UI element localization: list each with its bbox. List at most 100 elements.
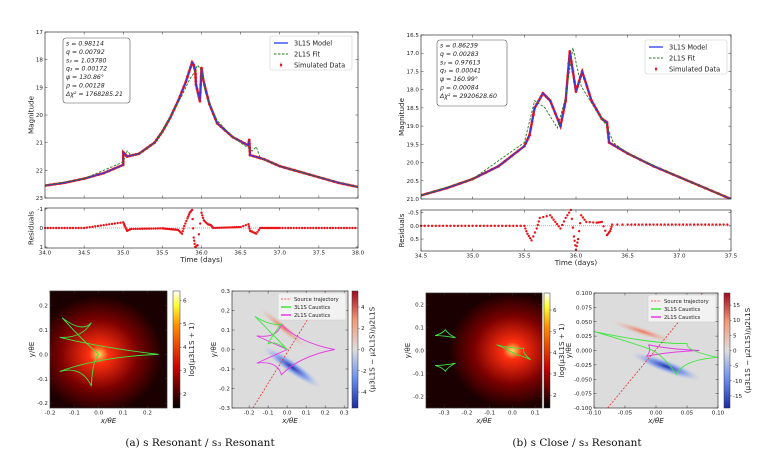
a_lightcurve-ytick-label: 17 xyxy=(36,30,44,36)
b_residuals-point xyxy=(637,223,640,226)
b_residuals-point xyxy=(644,223,648,226)
b_residuals-point xyxy=(438,224,441,228)
a_residuals-point xyxy=(201,214,204,217)
a_diff_map-ytick-label: -0.2 xyxy=(219,387,230,393)
b_residuals-point xyxy=(652,223,655,226)
a_residuals-point xyxy=(196,243,199,247)
b_mag_map-ytick-label: -0.1 xyxy=(413,372,424,378)
a_residuals-xlabel: Time (days) xyxy=(179,255,223,264)
b_residuals-point xyxy=(648,223,652,226)
b_residuals-point xyxy=(441,224,445,228)
a_diff_map-xtick-label: -0.2 xyxy=(244,411,255,417)
a_residuals-point xyxy=(154,227,157,230)
a_residuals-point xyxy=(278,226,281,230)
b_residuals-point xyxy=(633,223,637,226)
a_residuals-point xyxy=(138,227,142,230)
a_diff_map-colorbar-label: (μ3L1S − μ2L1S)/μ2L1S xyxy=(368,306,377,392)
a_mag_map-colorbar-tick-label: 6 xyxy=(183,298,187,304)
a_residuals-point xyxy=(235,225,238,229)
b_residuals-point xyxy=(583,218,586,221)
a_mag_map-ytick-label: 0.2 xyxy=(39,304,48,310)
a_residuals-point xyxy=(334,226,337,230)
a_residuals-point xyxy=(63,226,66,230)
a_lightcurve-xtick-label: 35.5 xyxy=(156,251,169,257)
b_lightcurve-param: s₃ = 0.97613 xyxy=(440,59,480,66)
a_residuals-point xyxy=(181,229,184,233)
b_residuals-point xyxy=(609,227,612,231)
a_diff_map-source-trajectory xyxy=(252,291,326,408)
a_residuals-point xyxy=(190,208,194,212)
a_residuals-point xyxy=(71,226,75,230)
a_residuals-point xyxy=(183,224,186,228)
a_residuals-point xyxy=(342,226,346,230)
a_residuals-point xyxy=(52,226,55,230)
a_residuals-point xyxy=(186,217,189,220)
a_residuals-point xyxy=(289,226,293,230)
a_diff_map-colorbar-tick-label: -4 xyxy=(361,390,367,396)
a_residuals-point xyxy=(326,226,329,230)
a_residuals-point xyxy=(292,226,295,230)
a_mag_map-colorbar-tick-label: 4 xyxy=(183,345,187,351)
a_residuals-point xyxy=(119,221,122,224)
b_diff_map-ytick-label: 0.050 xyxy=(576,320,592,326)
b_diff_map-colorbar-tick-label: -10 xyxy=(733,379,743,385)
a_residuals-ylabel: Residuals xyxy=(26,211,35,245)
b_residuals-point xyxy=(576,237,580,241)
b_diff_map-xtick-label: -0.10 xyxy=(587,411,602,417)
a_residuals-point xyxy=(116,221,119,225)
b_residuals-point xyxy=(703,223,707,226)
b_residuals-point xyxy=(475,224,478,228)
b_residuals-point xyxy=(453,224,456,228)
b_mag_map-xtick-label: 0.1 xyxy=(531,411,540,417)
b_residuals-point xyxy=(559,227,562,230)
b_lightcurve-xtick-label: 35.5 xyxy=(518,254,531,260)
b_residuals-point xyxy=(523,224,526,228)
a_lightcurve-xtick-label: 37.5 xyxy=(313,251,326,257)
a_lightcurve-xtick-label: 34.5 xyxy=(78,251,91,257)
b_mag_map-ytick-label: -0.2 xyxy=(413,395,424,401)
b_residuals-point xyxy=(497,224,500,228)
b_lightcurve-ytick-label: 21.0 xyxy=(407,197,420,203)
b_mag_map-colorbar-tick-label: 2 xyxy=(553,393,557,399)
b_diff_map-colorbar-tick-label: -15 xyxy=(733,394,743,400)
b_residuals-point xyxy=(570,217,574,221)
b_lightcurve-legend-entry: Simulated Data xyxy=(669,65,720,73)
b_residuals-point xyxy=(467,224,471,228)
b_residuals-point xyxy=(604,229,607,232)
a_residuals-point xyxy=(225,226,229,229)
a_residuals-point xyxy=(88,225,91,229)
b_residuals-point xyxy=(562,220,566,223)
b_residuals-point xyxy=(515,224,519,228)
b_lightcurve-ylabel: Magnitude xyxy=(397,97,406,136)
a_lightcurve-ytick-label: 21 xyxy=(36,141,44,147)
b_residuals-point xyxy=(610,225,613,228)
a_residuals-point xyxy=(295,226,298,230)
b_residuals-point xyxy=(449,224,452,228)
a_residuals-point xyxy=(110,222,114,226)
b_residuals-point xyxy=(707,223,711,226)
b_residuals-point xyxy=(630,223,633,226)
a_lightcurve-xtick-label: 34.0 xyxy=(39,251,52,257)
a_residuals-point xyxy=(60,226,63,230)
b_residuals-point xyxy=(508,224,511,228)
b_diff_map-legend xyxy=(647,294,717,323)
a_mag_map-magnification-glow xyxy=(50,295,164,408)
b_residuals-point xyxy=(526,232,529,236)
b_residuals-point xyxy=(561,223,564,227)
b_mag_map-xtick-label: -0.2 xyxy=(461,411,472,417)
b_mag_map-colorbar xyxy=(543,292,551,409)
a_diff_map-xtick-label: 0.3 xyxy=(340,411,349,417)
a_lightcurve-ytick-label: 18 xyxy=(36,58,44,64)
b_diff_map-legend-entry: Source trajectory xyxy=(664,299,709,305)
b_mag_map-xtick-label: -0.1 xyxy=(484,411,495,417)
b_residuals-point xyxy=(678,223,681,226)
b_mag_map-3l1s-caustic xyxy=(496,344,531,361)
a_mag_map-colorbar-tick-label: 2 xyxy=(183,392,187,398)
b_mag_map-colorbar-tick-label: 4 xyxy=(553,351,557,357)
b_residuals-ytick-label: -0.5 xyxy=(408,211,419,217)
b_lightcurve-ytick-label: 19.0 xyxy=(407,124,420,130)
a_residuals-point xyxy=(132,227,135,231)
a_residuals-point xyxy=(102,223,105,227)
b_mag_map-xlabel: x/θE xyxy=(475,416,492,425)
b_mag_map-ylabel: y/θE xyxy=(403,342,412,358)
